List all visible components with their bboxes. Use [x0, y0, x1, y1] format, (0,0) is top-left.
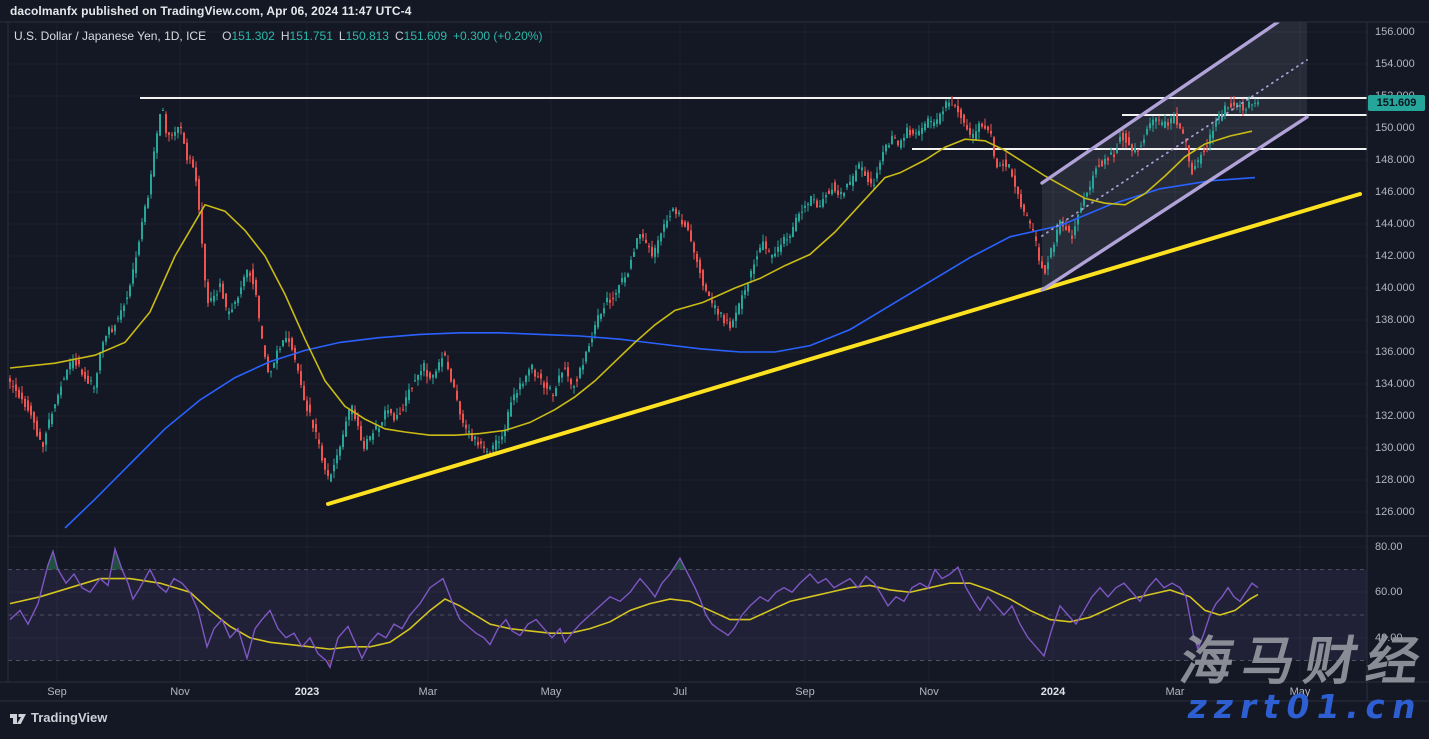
rsi-tick-label: 40.00: [1375, 632, 1403, 644]
footer-bar: TradingView: [0, 701, 1429, 739]
attribution-text: dacolmanfx published on TradingView.com,…: [10, 4, 412, 18]
price-tick-label: 132.000: [1375, 410, 1415, 422]
high-value: 151.751: [289, 29, 333, 43]
price-tick-label: 154.000: [1375, 58, 1415, 70]
price-tick-label: 146.000: [1375, 186, 1415, 198]
time-tick-label: Nov: [170, 686, 190, 698]
symbol-legend: U.S. Dollar / Japanese Yen, 1D, ICE O151.…: [14, 29, 542, 43]
time-tick-label: 2024: [1040, 686, 1066, 698]
price-tick-label: 156.000: [1375, 26, 1415, 38]
price-tick-label: 144.000: [1375, 218, 1415, 230]
high-label: H: [280, 29, 290, 43]
time-tick-label: 2023: [294, 686, 320, 698]
price-tick-label: 140.000: [1375, 282, 1415, 294]
time-tick-label: Mar: [418, 686, 438, 698]
time-tick-label: May: [1289, 686, 1311, 698]
time-tick-label: Jul: [672, 686, 688, 698]
symbol-title[interactable]: U.S. Dollar / Japanese Yen, 1D, ICE: [14, 29, 207, 43]
time-axis[interactable]: Sep Nov 2023 Mar May Jul Sep Nov 2024 Mar May: [0, 682, 1429, 700]
low-value: 150.813: [345, 29, 389, 43]
close-value: 151.609: [403, 29, 448, 43]
time-tick-label: May: [540, 686, 562, 698]
price-tick-label: 128.000: [1375, 474, 1415, 486]
rsi-tick-label: 80.00: [1375, 541, 1403, 553]
open-value: 151.302: [231, 29, 275, 43]
time-tick-label: Sep: [795, 686, 815, 698]
time-tick-label: Mar: [1165, 686, 1185, 698]
time-tick-label: Sep: [47, 686, 67, 698]
time-tick-label: Nov: [919, 686, 939, 698]
last-price-label: 151.609: [1368, 95, 1425, 111]
tradingview-logo-icon[interactable]: [9, 710, 27, 728]
price-tick-label: 138.000: [1375, 314, 1415, 326]
change-value: +0.300 (+0.20%): [453, 29, 543, 43]
price-tick-label: 134.000: [1375, 378, 1415, 390]
rsi-tick-label: 60.00: [1375, 586, 1403, 598]
tradingview-brand[interactable]: TradingView: [31, 710, 108, 725]
price-tick-label: 150.000: [1375, 122, 1415, 134]
price-tick-label: 136.000: [1375, 346, 1415, 358]
price-tick-label: 142.000: [1375, 250, 1415, 262]
price-tick-label: 130.000: [1375, 442, 1415, 454]
close-label: C: [394, 29, 404, 43]
price-tick-label: 126.000: [1375, 506, 1415, 518]
open-label: O: [222, 29, 232, 43]
low-label: L: [338, 29, 346, 43]
price-tick-label: 148.000: [1375, 154, 1415, 166]
